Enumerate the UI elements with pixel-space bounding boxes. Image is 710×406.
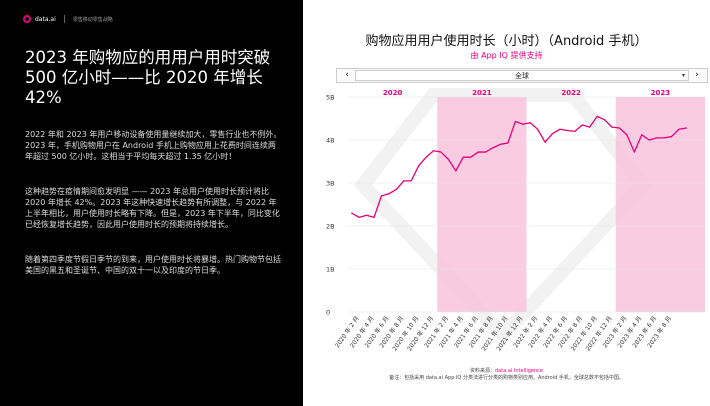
source-brand: data.ai Intelligence	[495, 368, 543, 374]
data-point	[380, 195, 383, 197]
data-point	[678, 128, 680, 130]
data-point	[470, 156, 472, 158]
data-point	[440, 151, 442, 153]
data-point	[462, 156, 464, 158]
data-point	[365, 214, 368, 216]
y-tick-label: 0	[326, 309, 330, 317]
data-point	[581, 124, 583, 126]
source-prefix: 资料来源：	[469, 368, 495, 374]
page-title: 2023 年购物应的用用户用时突破 500 亿小时——比 2020 年增长 42…	[25, 48, 271, 107]
year-band-2023	[615, 97, 705, 312]
data-point	[499, 143, 502, 145]
header-subtitle: 零售移动零售战略	[72, 16, 113, 23]
y-tick-label: 4B	[326, 137, 335, 145]
data-point	[432, 150, 435, 152]
data-point	[351, 212, 353, 214]
data-point	[559, 128, 561, 130]
header-divider	[63, 15, 65, 23]
data-point	[403, 180, 405, 182]
body-paragraph-3: 随着第四季度节假日季节的到来，用户使用时长将暴增。热门购物节包括美国的黑五和圣诞…	[25, 255, 281, 275]
chevron-left-icon[interactable]: ‹	[345, 70, 349, 80]
body-paragraph-2: 这种趋势在疫情期间愈发明显 —— 2023 年总用户使用时长预计将比 2020 …	[25, 187, 280, 229]
data-point	[418, 165, 420, 167]
data-point	[596, 115, 598, 117]
data-point	[618, 127, 621, 129]
data-point	[507, 142, 509, 144]
data-point	[551, 132, 554, 135]
data-point	[626, 134, 628, 136]
y-tick-label: 3B	[326, 180, 335, 188]
data-point	[589, 126, 591, 128]
series-line	[351, 115, 687, 219]
body-paragraph-1: 2022 年和 2023 年用户移动设备使用量继续加大，零售行业也不例外。202…	[25, 130, 282, 161]
data-point	[522, 123, 524, 125]
data-point	[447, 158, 450, 160]
data-point	[663, 137, 665, 139]
data-point	[477, 151, 479, 153]
data-point	[574, 130, 576, 132]
data-point	[388, 193, 390, 195]
header-logo-row: data.ai 零售移动零售战略	[23, 15, 113, 23]
data-point	[425, 156, 427, 158]
year-label-2023: 2023	[651, 89, 671, 97]
data-point	[373, 216, 375, 218]
data-point	[544, 141, 546, 143]
data-point	[656, 137, 658, 139]
data-point	[492, 147, 494, 149]
data-point	[529, 122, 531, 124]
data-point	[410, 180, 412, 182]
source-note: 资料来源：data.ai Intelligence 备注：包括采用 data.a…	[303, 368, 710, 382]
data-point	[648, 139, 650, 141]
caret-down-icon: ▾	[681, 72, 685, 79]
data-point	[670, 135, 673, 138]
chevron-right-icon[interactable]: ›	[695, 70, 699, 80]
region-dropdown-value: 全球	[515, 72, 529, 80]
data-point	[685, 127, 688, 129]
source-line-2: 备注：包括采用 data.ai App IQ 分类法进行分类的购物类别应用。An…	[389, 375, 624, 381]
data-point	[641, 134, 643, 136]
y-tick-label: 1B	[326, 266, 335, 274]
year-label-2022: 2022	[561, 89, 581, 97]
data-ai-logo-icon	[23, 15, 31, 23]
data-point	[514, 120, 516, 123]
y-tick-label: 5B	[326, 94, 335, 102]
region-selector-bar: ‹ 全球 ▾ ›	[336, 68, 708, 83]
data-point	[484, 151, 487, 153]
left-panel: data.ai 零售移动零售战略 2023 年购物应的用用户用时突破 500 亿…	[0, 0, 303, 406]
data-point	[395, 188, 397, 191]
region-dropdown[interactable]: 全球 ▾	[355, 70, 689, 81]
data-point	[611, 126, 613, 128]
logo-text: data.ai	[35, 15, 56, 23]
year-label-2020: 2020	[383, 89, 403, 97]
data-point	[358, 216, 360, 218]
watermark-diamond	[353, 88, 653, 346]
y-tick-label: 2B	[326, 223, 335, 231]
chart-subtitle: 由 App IQ 提供支持	[470, 51, 543, 60]
data-point	[455, 170, 457, 172]
data-point	[633, 151, 635, 153]
chart-title: 购物应用用户使用时长（小时）（Android 手机）	[365, 34, 648, 49]
data-point	[566, 129, 569, 132]
source-line-1: 资料来源：data.ai Intelligence	[303, 368, 710, 375]
data-point	[537, 128, 539, 130]
data-point	[603, 119, 606, 121]
year-label-2021: 2021	[472, 89, 492, 97]
